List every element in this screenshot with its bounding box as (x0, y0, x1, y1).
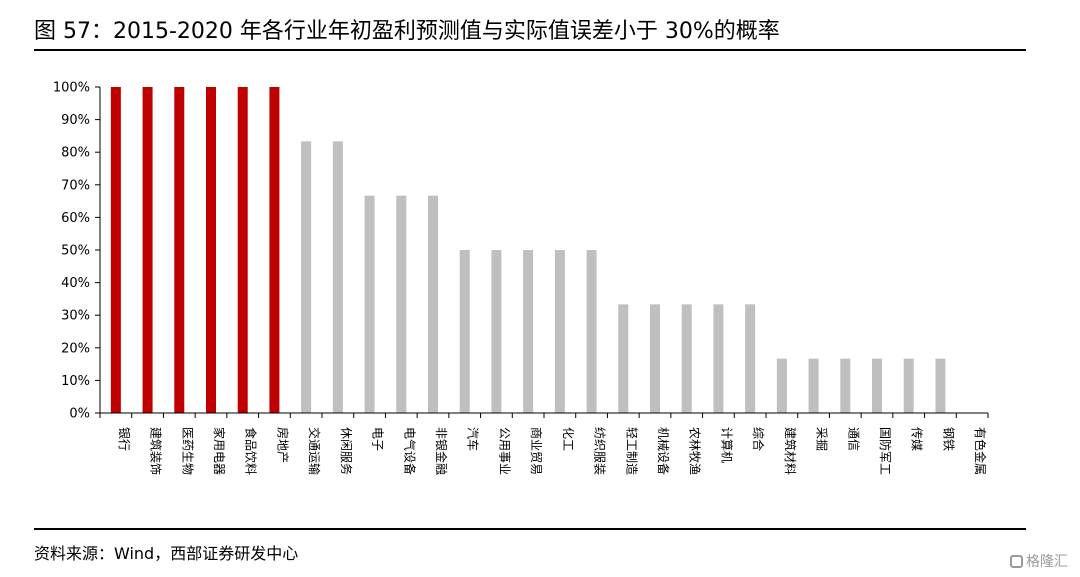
category-label: 家用电器 (212, 427, 227, 475)
bar (681, 304, 692, 413)
category-label: 化工 (561, 427, 575, 451)
watermark-text: 格隆汇 (1026, 554, 1068, 570)
category-label: 综合 (751, 427, 766, 451)
bar (206, 87, 216, 413)
category-label: 农林牧渔 (688, 427, 702, 475)
bar (491, 250, 502, 413)
bar (396, 195, 407, 413)
x-axis (99, 412, 989, 418)
category-label: 采掘 (815, 427, 830, 451)
category-label: 汽车 (466, 427, 481, 451)
category-label: 银行 (117, 427, 131, 451)
watermark-logo-icon (1010, 554, 1023, 568)
category-label: 纺织服装 (593, 427, 607, 475)
category-label: 国防军工 (878, 427, 893, 475)
category-label: 食品饮料 (244, 427, 259, 475)
category-label: 交通运输 (307, 427, 322, 475)
bar (650, 304, 660, 413)
y-tick-label: 10% (61, 374, 90, 389)
category-label: 商业贸易 (529, 427, 544, 475)
y-tick-label: 30% (61, 309, 90, 324)
watermark: 格隆汇 (1010, 551, 1068, 571)
category-label: 机械设备 (656, 427, 671, 475)
category-label: 电子 (371, 427, 385, 451)
y-tick-label: 50% (61, 244, 90, 259)
bar (301, 141, 312, 414)
y-tick-label: 60% (61, 211, 90, 226)
category-label: 通信 (846, 427, 860, 451)
bar (618, 304, 629, 413)
category-label: 计算机 (719, 427, 734, 463)
y-tick-label: 0% (69, 407, 90, 422)
category-label: 医药生物 (180, 427, 194, 475)
category-label: 传媒 (910, 427, 925, 451)
bars (110, 87, 946, 414)
bottom-rule (34, 528, 1026, 530)
category-label: 建筑材料 (783, 427, 798, 475)
category-label: 公用事业 (497, 427, 511, 475)
y-tick-label: 40% (61, 276, 90, 291)
bar (142, 87, 153, 413)
category-label: 建筑装饰 (149, 427, 164, 475)
y-tick-label: 80% (61, 146, 90, 161)
category-label: 休闲服务 (339, 427, 354, 475)
bar (745, 304, 756, 413)
bar (713, 304, 724, 413)
bar (459, 250, 470, 413)
y-axis: 0% 10% 20% 30% 40% 50% 60% 70% 80% 90% 100% (53, 81, 101, 422)
bar (269, 87, 280, 413)
bar (364, 195, 375, 413)
bar (174, 87, 185, 413)
bar (776, 358, 787, 413)
y-tick-label: 20% (61, 341, 90, 356)
bar (935, 358, 946, 413)
bar (554, 250, 565, 413)
category-label: 非银金融 (434, 427, 449, 475)
bar (586, 250, 597, 413)
y-tick-label: 90% (61, 113, 90, 128)
bar (840, 358, 851, 413)
bar (110, 87, 121, 413)
category-label: 电气设备 (402, 427, 417, 475)
y-tick-label: 70% (61, 178, 90, 193)
bar (332, 141, 343, 414)
category-labels: 银行 建筑装饰 医药生物 家用电器 食品饮料 房地产 交通运输 休闲服务 电子 电气设备 非银金融 汽… (117, 427, 988, 475)
bar (237, 87, 248, 413)
source-note: 资料来源：Wind，西部证券研发中心 (34, 544, 299, 563)
bar (872, 358, 882, 413)
bar (523, 250, 534, 413)
category-label: 房地产 (275, 427, 290, 463)
bar (428, 195, 438, 413)
category-label: 钢铁 (941, 427, 955, 451)
category-label: 轻工制造 (624, 427, 638, 475)
bar (808, 358, 819, 413)
category-label: 有色金属 (973, 427, 988, 475)
figure-title: 图 57：2015-2020 年各行业年初盈利预测值与实际值误差小于 30%的概… (34, 19, 780, 44)
y-tick-label: 100% (53, 81, 90, 96)
bar (903, 358, 914, 413)
top-rule (34, 49, 1026, 51)
